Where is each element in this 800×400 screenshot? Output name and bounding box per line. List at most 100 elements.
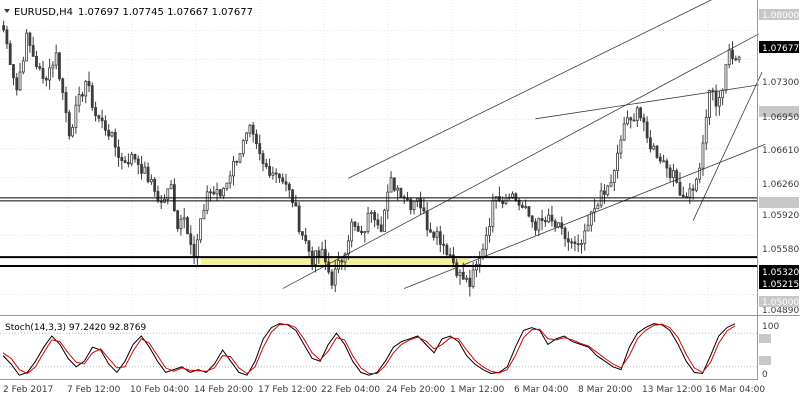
candle-body bbox=[448, 254, 452, 256]
candle-body bbox=[271, 172, 275, 176]
candle bbox=[176, 209, 180, 232]
stoch-main-line bbox=[2, 323, 736, 376]
candle-body bbox=[678, 181, 682, 196]
candle bbox=[258, 134, 262, 161]
candle-body bbox=[573, 241, 577, 245]
candle bbox=[127, 153, 130, 168]
level-label-1.05215: 1.05215 bbox=[762, 280, 799, 290]
candle-body bbox=[25, 32, 29, 62]
candle-body bbox=[435, 231, 439, 238]
candle bbox=[274, 168, 278, 184]
candle-body bbox=[123, 160, 127, 163]
candle bbox=[606, 185, 610, 197]
candle-body bbox=[425, 210, 429, 231]
candle bbox=[222, 187, 226, 200]
candle bbox=[304, 227, 308, 244]
candle bbox=[435, 226, 439, 246]
candle-body bbox=[468, 277, 472, 287]
candle-body bbox=[376, 219, 380, 226]
candle bbox=[117, 139, 120, 167]
candle bbox=[363, 230, 367, 243]
candle bbox=[596, 202, 600, 210]
candle-body bbox=[330, 271, 334, 286]
candle bbox=[356, 222, 360, 233]
candle-body bbox=[61, 78, 65, 93]
candle bbox=[84, 80, 88, 104]
time-label-2: 10 Feb 04:00 bbox=[130, 385, 189, 395]
candle-body bbox=[553, 220, 557, 228]
candle bbox=[74, 95, 78, 134]
candle-body bbox=[534, 221, 537, 231]
candle bbox=[238, 152, 242, 164]
candle-body bbox=[245, 132, 248, 142]
candle-body bbox=[241, 140, 245, 155]
time-label-1: 7 Feb 12:00 bbox=[67, 385, 121, 395]
candle-body bbox=[356, 226, 360, 232]
candle-body bbox=[31, 45, 35, 57]
candle-body bbox=[87, 80, 91, 87]
candle-body bbox=[658, 156, 662, 162]
candle-body bbox=[389, 177, 393, 193]
candle-body bbox=[606, 185, 610, 195]
candle-body bbox=[576, 243, 580, 246]
candle bbox=[281, 173, 285, 185]
candle bbox=[232, 155, 235, 186]
tick-label-1.04890: 1.04890 bbox=[762, 306, 799, 316]
candle bbox=[140, 156, 143, 180]
stoch-tick-0: 0 bbox=[762, 370, 768, 380]
candle bbox=[67, 109, 71, 140]
candle-body bbox=[284, 181, 288, 185]
candle bbox=[61, 77, 65, 100]
candle bbox=[301, 231, 304, 240]
candle-body bbox=[419, 198, 423, 209]
candle-body bbox=[346, 240, 350, 255]
level-label-1.05320: 1.05320 bbox=[762, 268, 799, 278]
candle bbox=[616, 144, 619, 179]
candle-body bbox=[264, 163, 268, 167]
candle bbox=[340, 256, 344, 271]
collapse-triangle-icon[interactable] bbox=[4, 9, 10, 13]
candle-body bbox=[153, 178, 157, 192]
candle bbox=[593, 198, 597, 222]
candle bbox=[12, 64, 15, 86]
candle bbox=[2, 20, 6, 33]
candle bbox=[639, 106, 642, 122]
candle bbox=[589, 210, 593, 232]
candle bbox=[218, 189, 222, 199]
candle-body bbox=[649, 137, 652, 150]
candle bbox=[28, 31, 32, 53]
candle-body bbox=[737, 56, 741, 61]
candle bbox=[580, 239, 583, 254]
candle-body bbox=[71, 127, 74, 137]
candle bbox=[540, 209, 544, 231]
candle-body bbox=[44, 78, 48, 81]
candle-body bbox=[392, 177, 396, 191]
candle-body bbox=[429, 229, 432, 233]
candle-body bbox=[612, 170, 616, 183]
candle-body bbox=[694, 178, 698, 191]
candle-body bbox=[97, 115, 101, 119]
candle bbox=[678, 172, 682, 196]
candle bbox=[383, 208, 386, 232]
candle-body bbox=[727, 49, 731, 66]
candle bbox=[189, 225, 193, 255]
candle-body bbox=[228, 175, 232, 184]
candle-body bbox=[438, 231, 442, 245]
tick-label-bg-1.08000 bbox=[759, 9, 799, 20]
candle bbox=[284, 173, 288, 192]
candle bbox=[146, 162, 150, 184]
candle bbox=[166, 188, 170, 205]
candle bbox=[153, 176, 157, 197]
candle-body bbox=[360, 230, 363, 234]
candle-body bbox=[235, 160, 239, 163]
candle-body bbox=[399, 187, 403, 198]
time-label-0: 2 Feb 2017 bbox=[3, 385, 53, 395]
candle-body bbox=[287, 183, 291, 191]
candle bbox=[18, 62, 22, 91]
candle-body bbox=[18, 71, 22, 91]
level-badge-1.05215 bbox=[759, 277, 799, 289]
candle bbox=[672, 163, 675, 187]
candle-body bbox=[373, 212, 377, 221]
candle bbox=[543, 216, 547, 227]
candle-body bbox=[461, 271, 465, 280]
